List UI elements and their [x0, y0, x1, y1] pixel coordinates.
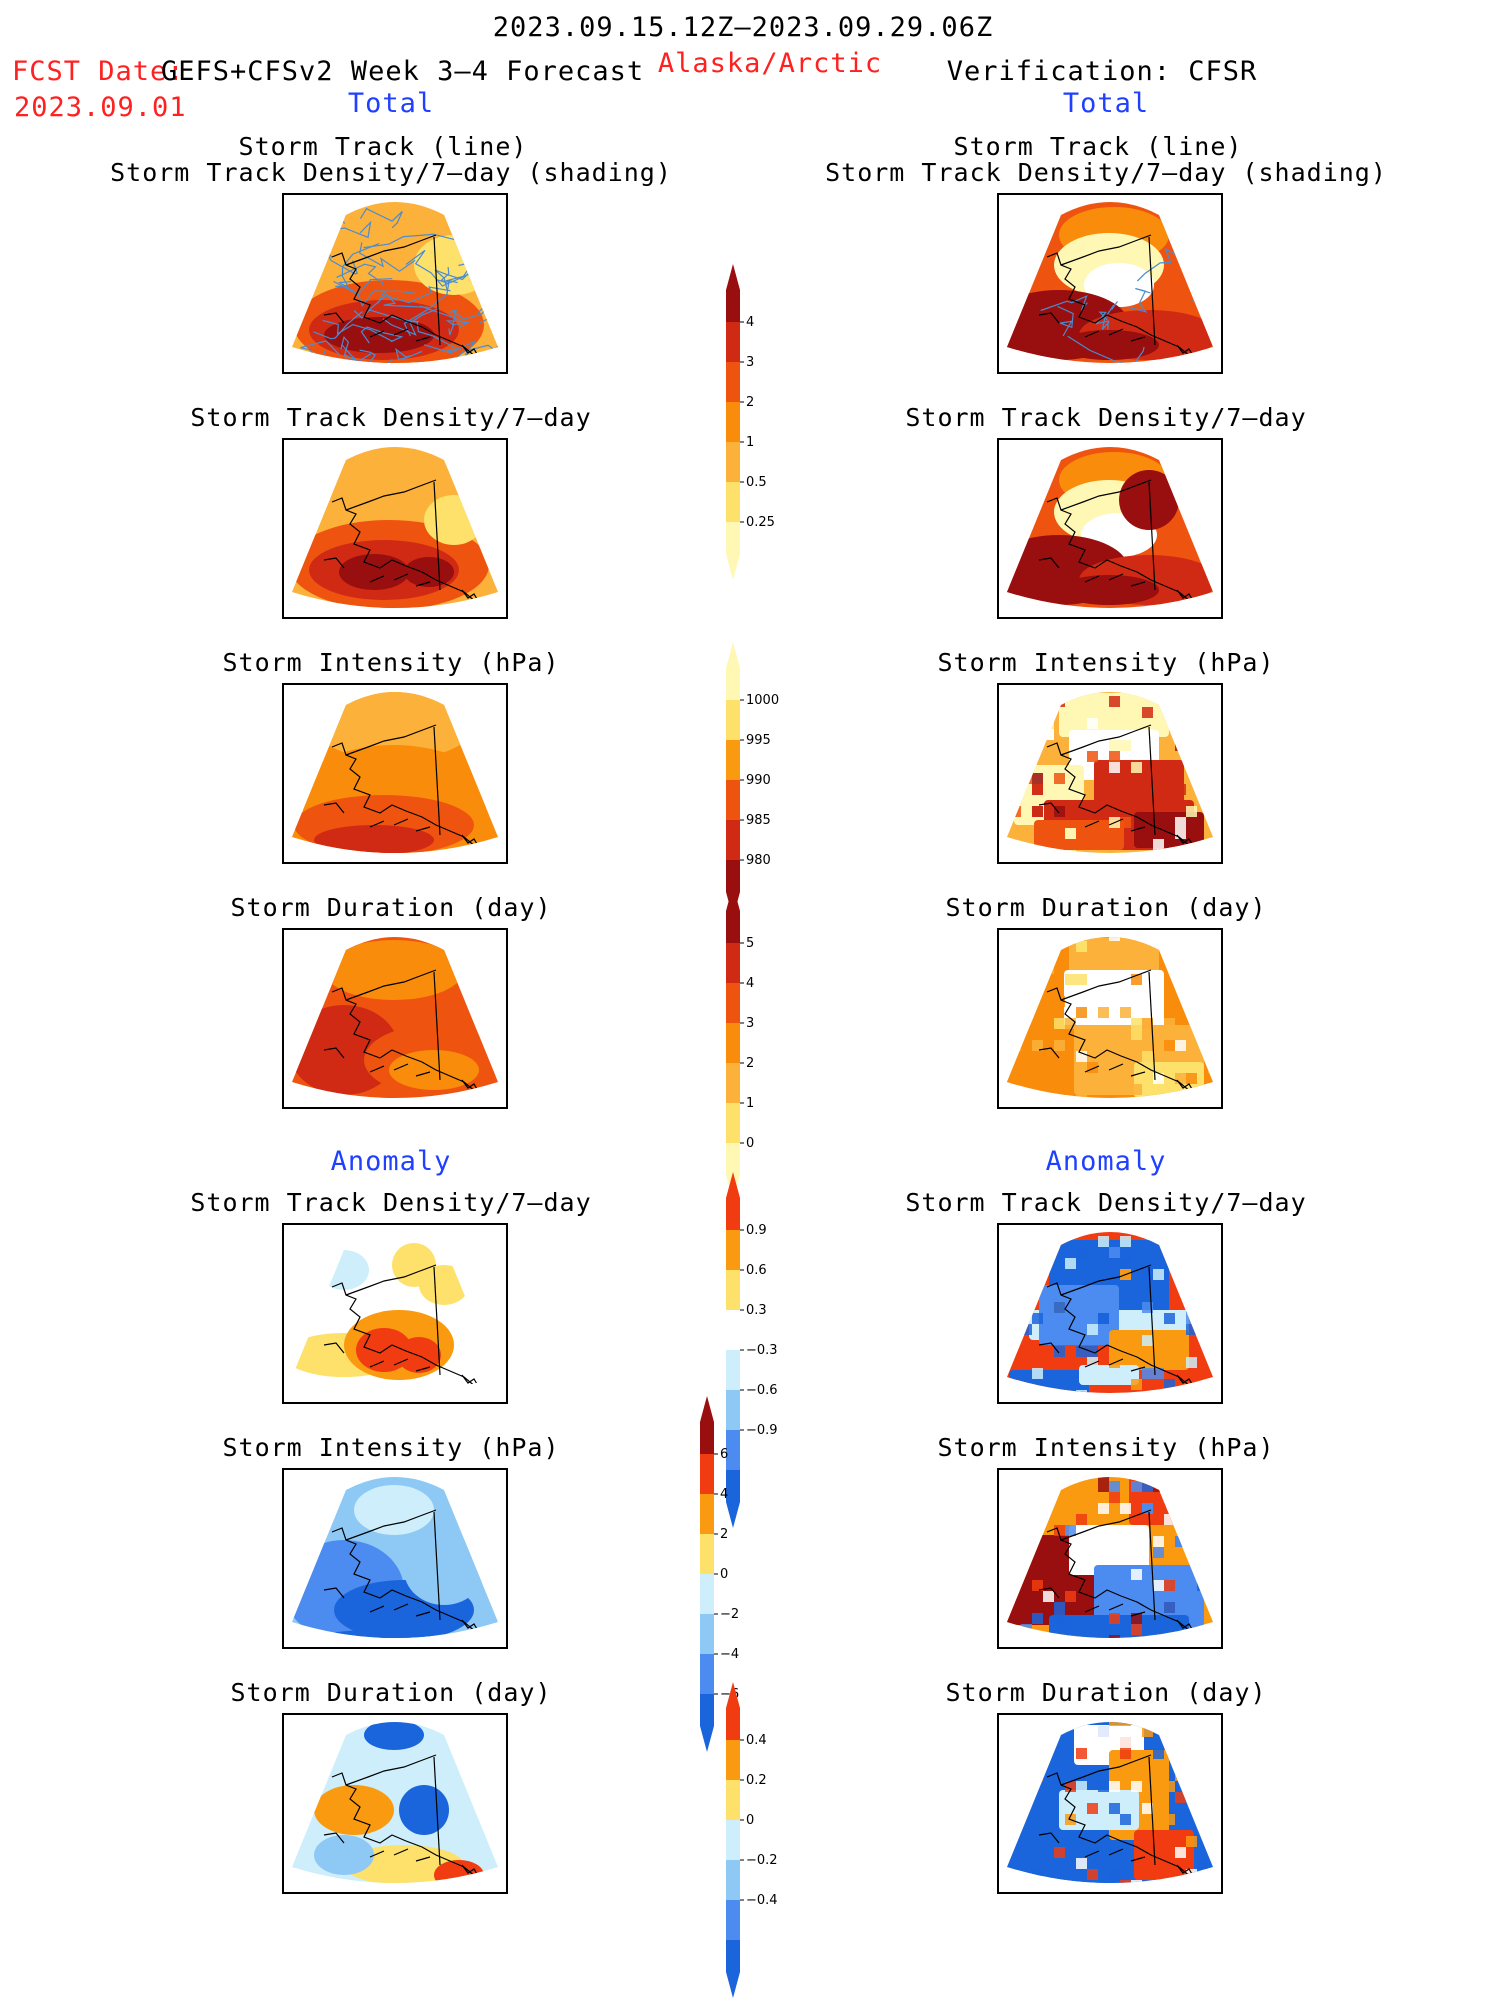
right-total-label: Total	[1062, 88, 1150, 119]
colorbar-tick-label: 0.6	[746, 1263, 767, 1278]
colorbar-tick-label: −2	[720, 1607, 739, 1622]
colorbar-tick-label: 1	[746, 435, 754, 450]
left-anomaly-label: Anomaly	[330, 1146, 452, 1177]
cfsr-total-track-map	[997, 193, 1223, 374]
colorbar-tick-label: 0.4	[746, 1733, 767, 1748]
colorbar-tick-label: −4	[720, 1647, 739, 1662]
colorbar-tick-label: 2	[746, 1056, 754, 1071]
intensity-colorbar: 1000 995 990 985 980	[716, 640, 786, 924]
colorbar-tick-label: 3	[746, 1016, 754, 1031]
right-anom-density-title: Storm Track Density/7–day	[905, 1188, 1307, 1217]
colorbar-tick-label: 1	[746, 1096, 754, 1111]
cfsr-total-density-map	[997, 438, 1223, 619]
period-title: 2023.09.15.12Z–2023.09.29.06Z	[492, 12, 994, 43]
colorbar-tick-label: −0.2	[746, 1853, 778, 1868]
colorbar-tick-label: 4	[720, 1487, 728, 1502]
colorbar-tick-label: −0.9	[746, 1423, 778, 1438]
left-anom-intensity-title: Storm Intensity (hPa)	[222, 1433, 560, 1462]
fcst-date-value: 2023.09.01	[14, 92, 187, 123]
right-anom-duration-title: Storm Duration (day)	[945, 1678, 1267, 1707]
verification-label: Verification: CFSR	[946, 56, 1258, 87]
forecast-total-duration-map	[282, 928, 508, 1109]
density-anomaly-colorbar: 0.9 0.6 0.3 −0.3 −0.6 −0.9	[716, 1170, 786, 1534]
right-density-title: Storm Track Density/7–day	[905, 403, 1307, 432]
left-anom-duration-title: Storm Duration (day)	[230, 1678, 552, 1707]
right-anom-intensity-title: Storm Intensity (hPa)	[937, 1433, 1275, 1462]
colorbar-tick-label: 3	[746, 355, 754, 370]
colorbar-tick-label: 0	[746, 1813, 754, 1828]
colorbar-tick-label: 0.5	[746, 475, 767, 490]
colorbar-tick-label: −0.4	[746, 1893, 778, 1908]
colorbar-tick-label: 985	[746, 813, 771, 828]
colorbar-tick-label: 0	[720, 1567, 728, 1582]
left-duration-title: Storm Duration (day)	[230, 893, 552, 922]
fcst-date-label: FCST Date:	[12, 56, 185, 87]
forecast-anomaly-duration-map	[282, 1713, 508, 1894]
right-track-shading-title: Storm Track Density/7–day (shading)	[825, 158, 1387, 187]
left-anom-density-title: Storm Track Density/7–day	[190, 1188, 592, 1217]
colorbar-tick-label: 980	[746, 853, 771, 868]
forecast-total-density-map	[282, 438, 508, 619]
right-anomaly-label: Anomaly	[1045, 1146, 1167, 1177]
cfsr-anomaly-duration-map	[997, 1713, 1223, 1894]
colorbar-tick-label: 1000	[746, 693, 779, 708]
colorbar-tick-label: 0	[746, 1136, 754, 1151]
colorbar-tick-label: 4	[746, 315, 754, 330]
colorbar-tick-label: 0.3	[746, 1303, 767, 1318]
region-label: Alaska/Arctic	[657, 48, 883, 79]
left-density-title: Storm Track Density/7–day	[190, 403, 592, 432]
duration-colorbar: 5 4 3 2 1 0	[716, 883, 786, 1207]
colorbar-tick-label: −0.3	[746, 1343, 778, 1358]
right-duration-title: Storm Duration (day)	[945, 893, 1267, 922]
colorbar-tick-label: 6	[720, 1447, 728, 1462]
colorbar-tick-label: 0.25	[746, 515, 775, 530]
fcst-model-label: GEFS+CFSv2 Week 3–4 Forecast	[161, 56, 645, 87]
cfsr-total-intensity-map	[997, 683, 1223, 864]
colorbar-tick-label: 995	[746, 733, 771, 748]
intensity-anomaly-colorbar: 6 4 2 0 −2 −4 −6	[690, 1394, 760, 1758]
colorbar-tick-label: 5	[746, 936, 754, 951]
duration-anomaly-colorbar: 0.4 0.2 0 −0.2 −0.4	[716, 1680, 786, 2004]
density-colorbar: 4 3 2 1 0.5 0.25	[716, 262, 786, 586]
colorbar-tick-label: 2	[746, 395, 754, 410]
colorbar-tick-label: 0.9	[746, 1223, 767, 1238]
colorbar-tick-label: 2	[720, 1527, 728, 1542]
cfsr-total-duration-map	[997, 928, 1223, 1109]
colorbar-tick-label: 990	[746, 773, 771, 788]
left-total-label: Total	[347, 88, 435, 119]
forecast-total-intensity-map	[282, 683, 508, 864]
left-track-line-title: Storm Track (line)	[238, 132, 528, 161]
colorbar-tick-label: 0.2	[746, 1773, 767, 1788]
cfsr-anomaly-intensity-map	[997, 1468, 1223, 1649]
forecast-total-track-map	[282, 193, 508, 374]
colorbar-tick-label: 4	[746, 976, 754, 991]
right-intensity-title: Storm Intensity (hPa)	[937, 648, 1275, 677]
colorbar-tick-label: −0.6	[746, 1383, 778, 1398]
left-track-shading-title: Storm Track Density/7–day (shading)	[110, 158, 672, 187]
forecast-anomaly-density-map	[282, 1223, 508, 1404]
cfsr-anomaly-density-map	[997, 1223, 1223, 1404]
right-track-line-title: Storm Track (line)	[953, 132, 1243, 161]
left-intensity-title: Storm Intensity (hPa)	[222, 648, 560, 677]
forecast-anomaly-intensity-map	[282, 1468, 508, 1649]
